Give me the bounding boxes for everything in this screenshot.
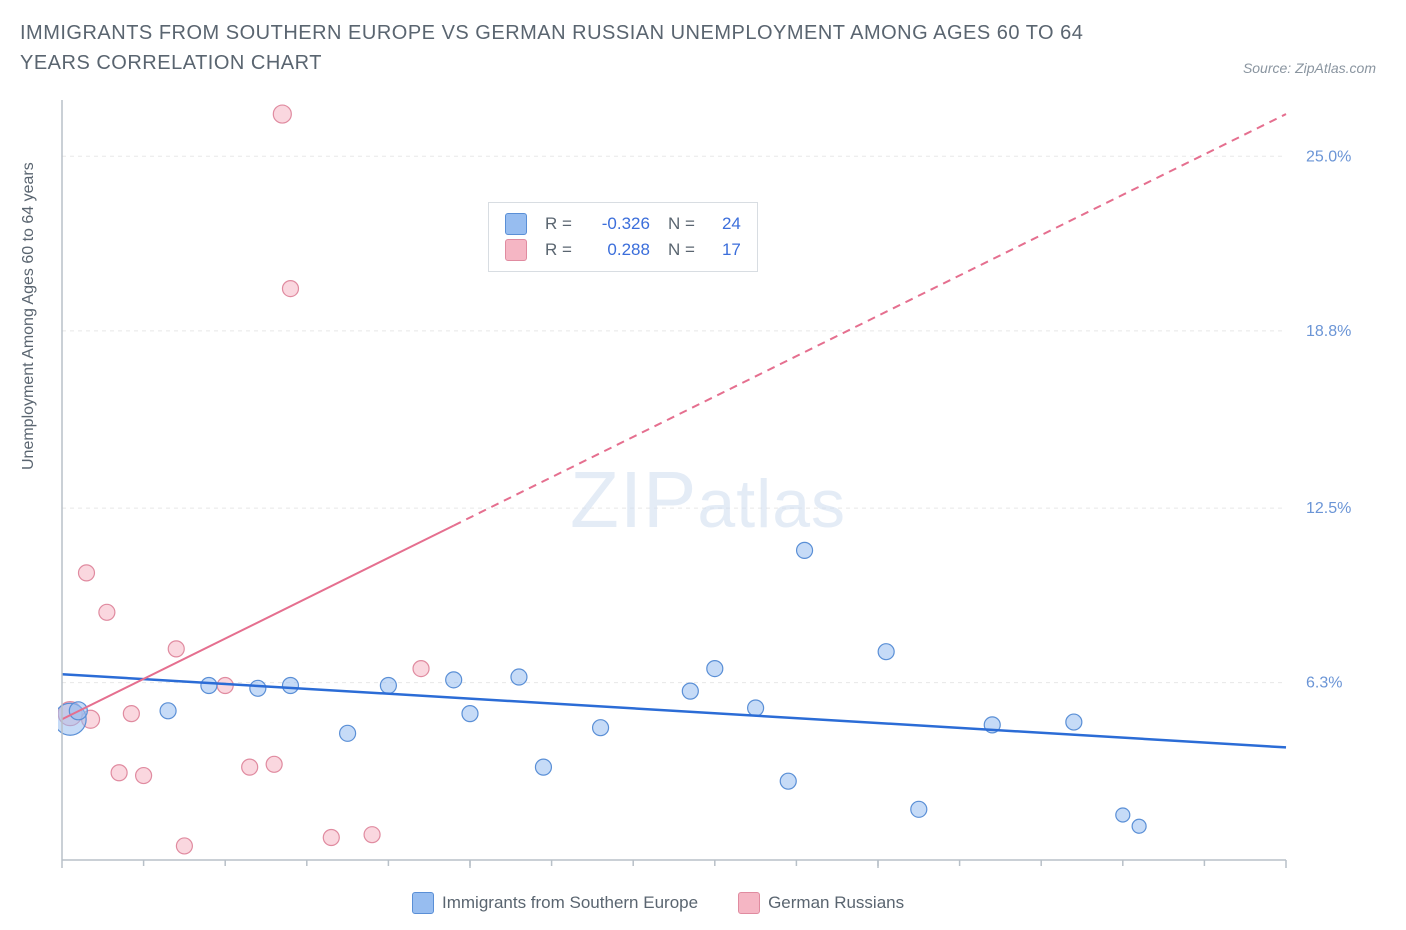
r-value-pink: 0.288 (590, 240, 650, 260)
legend-swatch-pink (505, 239, 527, 261)
svg-text:12.5%: 12.5% (1306, 500, 1351, 517)
svg-text:25.0%: 25.0% (1306, 148, 1351, 165)
plot-area: 6.3%12.5%18.8%25.0%0.0%15.0% ZIPatlas R … (58, 100, 1358, 870)
r-label: R = (545, 214, 572, 234)
legend-swatch-pink (738, 892, 760, 914)
source-label: Source: ZipAtlas.com (1243, 60, 1376, 76)
r-label: R = (545, 240, 572, 260)
legend-swatch-blue (505, 213, 527, 235)
chart-container: IMMIGRANTS FROM SOUTHERN EUROPE VS GERMA… (0, 0, 1406, 930)
legend-swatch-blue (412, 892, 434, 914)
series-legend: Immigrants from Southern Europe German R… (412, 892, 904, 914)
y-axis-label: Unemployment Among Ages 60 to 64 years (20, 162, 38, 470)
legend-row-pink: R = 0.288 N = 17 (505, 237, 741, 263)
r-value-blue: -0.326 (590, 214, 650, 234)
legend-item-pink: German Russians (738, 892, 904, 914)
legend-row-blue: R = -0.326 N = 24 (505, 211, 741, 237)
svg-text:18.8%: 18.8% (1306, 323, 1351, 340)
chart-title: IMMIGRANTS FROM SOUTHERN EUROPE VS GERMA… (20, 18, 1130, 78)
n-value-blue: 24 (713, 214, 741, 234)
legend-label-pink: German Russians (768, 893, 904, 913)
n-value-pink: 17 (713, 240, 741, 260)
n-label: N = (668, 214, 695, 234)
legend-item-blue: Immigrants from Southern Europe (412, 892, 698, 914)
correlation-legend: R = -0.326 N = 24 R = 0.288 N = 17 (488, 202, 758, 272)
svg-text:6.3%: 6.3% (1306, 675, 1342, 692)
n-label: N = (668, 240, 695, 260)
legend-label-blue: Immigrants from Southern Europe (442, 893, 698, 913)
